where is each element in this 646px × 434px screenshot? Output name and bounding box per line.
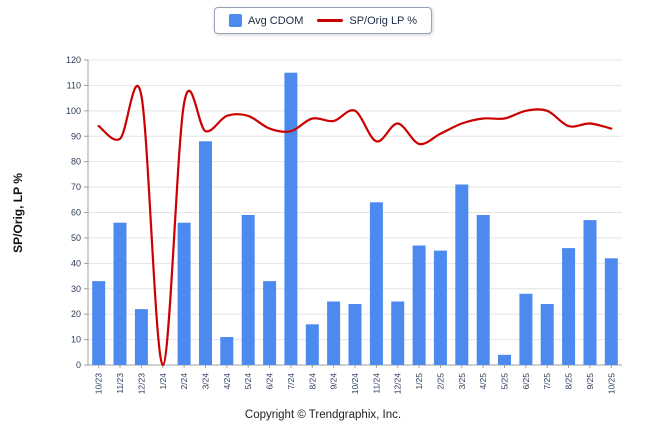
- legend-item-sp-orig-lp: SP/Orig LP %: [317, 15, 417, 27]
- y-tick-label: 70: [71, 182, 81, 192]
- y-tick-label: 50: [71, 233, 81, 243]
- bar-avg-cdom: [433, 250, 447, 365]
- y-tick-label: 110: [67, 80, 81, 90]
- x-tick-label: 5/24: [243, 373, 253, 390]
- bar-avg-cdom: [177, 222, 191, 365]
- y-tick-label: 40: [71, 258, 81, 268]
- x-tick-label: 6/24: [265, 373, 275, 390]
- y-tick-label: 60: [71, 208, 81, 218]
- x-tick-label: 6/25: [521, 373, 531, 390]
- bar-avg-cdom: [455, 184, 469, 365]
- legend: Avg CDOM SP/Orig LP %: [213, 7, 433, 34]
- bar-avg-cdom: [583, 220, 597, 365]
- bar-avg-cdom: [369, 202, 383, 365]
- bar-avg-cdom: [476, 215, 490, 365]
- x-tick-label: 11/24: [371, 373, 381, 394]
- bar-avg-cdom: [412, 245, 426, 365]
- bar-avg-cdom: [519, 293, 533, 365]
- x-tick-label: 8/24: [307, 373, 317, 390]
- avg-cdom-legend-label: Avg CDOM: [247, 14, 304, 27]
- sp-orig-lp-swatch-icon: [317, 19, 344, 22]
- x-tick-label: 10/24: [350, 373, 360, 395]
- copyright-text: Copyright © Trendgraphix, Inc.: [244, 409, 402, 421]
- x-tick-label: 4/24: [222, 373, 232, 390]
- bar-avg-cdom: [134, 309, 148, 365]
- y-tick-label: 80: [71, 157, 81, 167]
- x-tick-label: 2/24: [179, 373, 189, 390]
- sp-orig-lp-legend-label: SP/Orig LP %: [349, 14, 418, 27]
- y-tick-label: 20: [71, 309, 81, 319]
- x-tick-label: 8/25: [564, 373, 574, 390]
- x-tick-label: 11/23: [115, 373, 125, 394]
- bar-avg-cdom: [498, 354, 511, 365]
- legend-item-avg-cdom: Avg CDOM: [228, 14, 304, 27]
- bar-avg-cdom: [327, 301, 341, 365]
- x-tick-label: 10/25: [606, 373, 616, 395]
- x-tick-label: 3/24: [200, 373, 210, 390]
- x-tick-label: 12/24: [393, 373, 403, 395]
- bar-avg-cdom: [305, 324, 319, 365]
- bar-avg-cdom: [604, 258, 618, 366]
- x-tick-label: 10/23: [94, 373, 104, 395]
- bar-avg-cdom: [92, 281, 106, 365]
- x-tick-label: 5/25: [500, 373, 510, 390]
- bar-avg-cdom: [113, 222, 127, 365]
- y-tick-label: 90: [71, 131, 81, 141]
- x-tick-label: 9/24: [329, 373, 339, 390]
- x-tick-label: 7/25: [542, 373, 552, 390]
- avg-cdom-swatch-icon: [228, 14, 242, 27]
- bar-avg-cdom: [562, 248, 576, 365]
- y-tick-label: 10: [71, 335, 81, 345]
- x-tick-label: 1/25: [414, 373, 424, 390]
- x-tick-label: 1/24: [158, 373, 168, 390]
- bar-avg-cdom: [263, 281, 277, 365]
- y-tick-label: 30: [71, 284, 81, 294]
- bar-avg-cdom: [348, 304, 362, 365]
- x-tick-label: 12/23: [136, 373, 146, 395]
- x-tick-label: 9/25: [585, 373, 595, 390]
- bar-avg-cdom: [241, 215, 255, 365]
- y-tick-label: 120: [66, 55, 81, 65]
- x-tick-label: 4/25: [478, 373, 488, 390]
- bar-avg-cdom: [284, 72, 298, 365]
- bar-avg-cdom: [199, 141, 212, 365]
- x-tick-label: 3/25: [457, 373, 467, 390]
- y-tick-label: 100: [66, 106, 81, 116]
- y-tick-label: 0: [76, 360, 81, 370]
- bar-avg-cdom: [540, 304, 554, 365]
- x-tick-label: 7/24: [286, 373, 296, 390]
- bar-avg-cdom: [391, 301, 405, 365]
- x-tick-label: 2/25: [435, 373, 445, 390]
- bar-avg-cdom: [220, 337, 234, 365]
- sp-orig-lp-line: [97, 84, 613, 367]
